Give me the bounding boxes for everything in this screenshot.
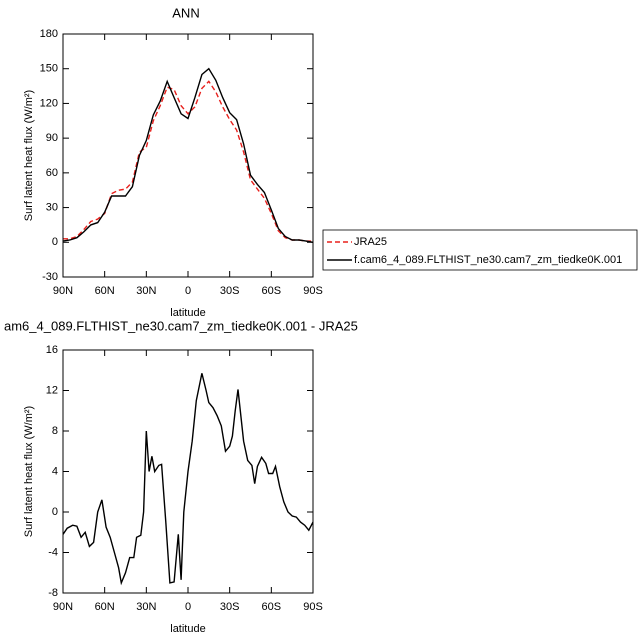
y-tick-label: -30 xyxy=(42,271,58,283)
x-tick-label: 30N xyxy=(136,601,156,613)
y-tick-label: -4 xyxy=(48,546,58,558)
chart-title: am6_4_089.FLTHIST_ne30.cam7_zm_tiedke0K.… xyxy=(4,318,358,333)
x-tick-label: 90S xyxy=(303,285,323,297)
plot-frame xyxy=(62,349,314,594)
y-tick-label: 150 xyxy=(40,63,58,75)
y-axis-label: Surf latent heat flux (W/m²) xyxy=(23,90,35,221)
legend-label: f.cam6_4_089.FLTHIST_ne30.cam7_zm_tiedke… xyxy=(354,254,622,266)
x-tick-label: 60S xyxy=(262,285,282,297)
x-tick-label: 60N xyxy=(95,601,115,613)
y-tick-label: 60 xyxy=(46,167,58,179)
x-tick-label: 90S xyxy=(303,601,323,613)
y-tick-label: 8 xyxy=(52,425,58,437)
x-tick-label: 30S xyxy=(220,285,240,297)
x-tick-label: 90N xyxy=(53,285,73,297)
x-tick-label: 0 xyxy=(185,285,191,297)
y-tick-label: 30 xyxy=(46,201,58,213)
y-tick-label: 12 xyxy=(46,384,58,396)
y-tick-label: 4 xyxy=(52,465,58,477)
x-tick-label: 30N xyxy=(136,285,156,297)
y-tick-label: 16 xyxy=(46,344,58,356)
x-tick-label: 30S xyxy=(220,601,240,613)
y-axis-label: Surf latent heat flux (W/m²) xyxy=(23,406,35,537)
x-tick-label: 60N xyxy=(95,285,115,297)
y-tick-label: 0 xyxy=(52,506,58,518)
legend-label: JRA25 xyxy=(354,236,387,248)
x-tick-label: 90N xyxy=(53,601,73,613)
y-tick-label: 90 xyxy=(46,132,58,144)
series-line xyxy=(62,373,314,586)
y-tick-label: 120 xyxy=(40,97,58,109)
y-tick-label: 0 xyxy=(52,236,58,248)
series-line xyxy=(62,67,314,243)
y-tick-label: 180 xyxy=(40,28,58,40)
plot-frame xyxy=(62,33,314,278)
y-tick-label: -8 xyxy=(48,587,58,599)
x-tick-label: 0 xyxy=(185,601,191,613)
legend-box xyxy=(322,229,638,271)
x-axis-label: latitude xyxy=(170,307,205,319)
chart-title: ANN xyxy=(172,5,199,20)
series-line xyxy=(63,80,313,242)
x-tick-label: 60S xyxy=(262,601,282,613)
x-axis-label: latitude xyxy=(170,623,205,635)
